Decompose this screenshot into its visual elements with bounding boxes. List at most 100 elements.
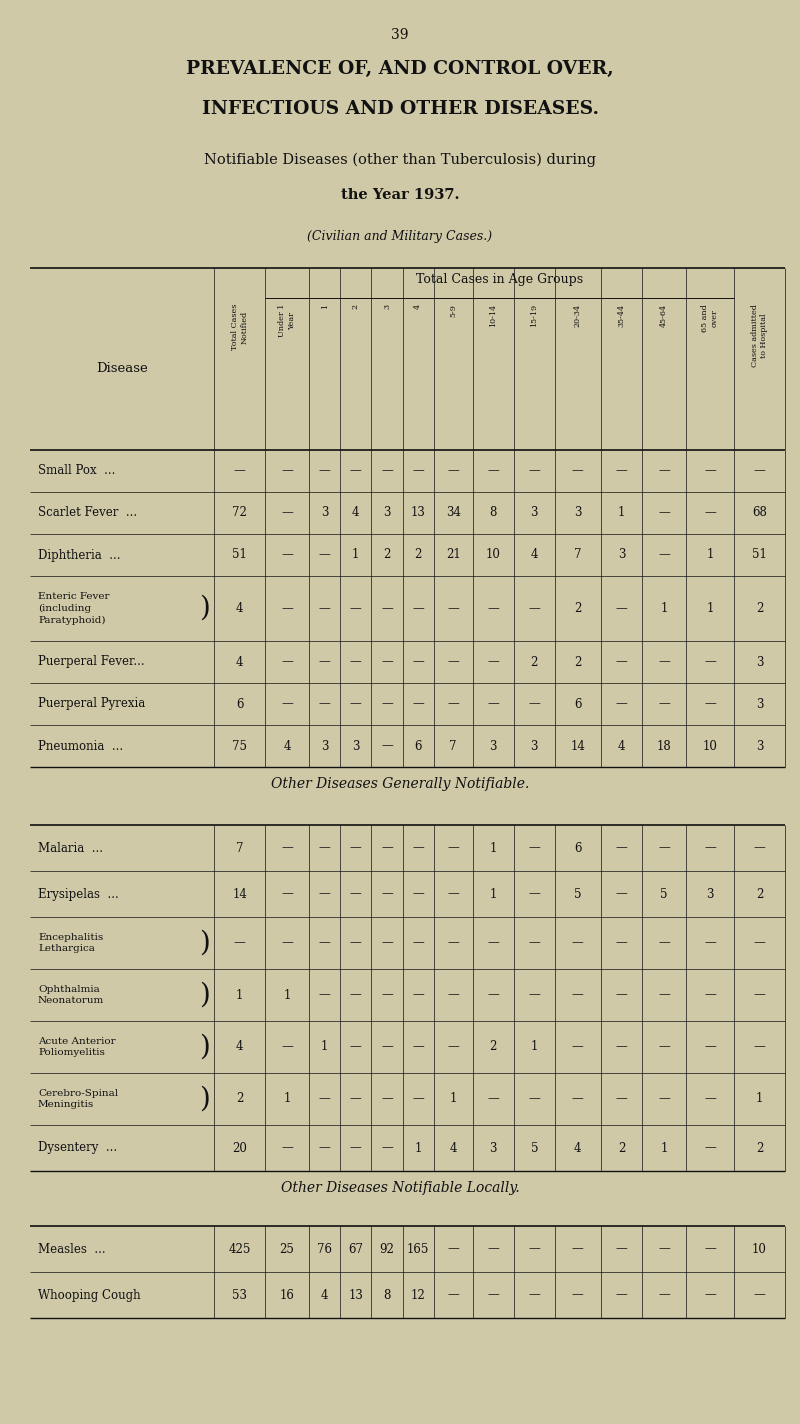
Text: 2: 2	[756, 887, 763, 900]
Text: 1: 1	[490, 842, 497, 854]
Text: —: —	[572, 464, 584, 477]
Text: 1: 1	[660, 1142, 667, 1155]
Text: —: —	[350, 698, 362, 711]
Text: Pneumonia  ...: Pneumonia ...	[38, 739, 123, 752]
Text: —: —	[234, 464, 246, 477]
Text: —: —	[704, 507, 716, 520]
Text: 5-9: 5-9	[449, 303, 457, 318]
Text: —: —	[412, 937, 424, 950]
Text: 12: 12	[410, 1289, 426, 1302]
Text: —: —	[318, 655, 330, 668]
Text: —: —	[350, 1041, 362, 1054]
Text: —: —	[381, 1041, 393, 1054]
Text: —: —	[704, 698, 716, 711]
Text: 165: 165	[407, 1243, 430, 1256]
Text: —: —	[658, 464, 670, 477]
Text: 3: 3	[321, 507, 328, 520]
Text: ): )	[199, 1085, 210, 1112]
Text: 2: 2	[414, 548, 422, 561]
Text: —: —	[447, 887, 459, 900]
Text: 6: 6	[574, 842, 582, 854]
Text: —: —	[572, 988, 584, 1001]
Text: 21: 21	[446, 548, 461, 561]
Text: —: —	[572, 1243, 584, 1256]
Text: 4: 4	[450, 1142, 457, 1155]
Text: —: —	[381, 1092, 393, 1105]
Text: 3: 3	[383, 303, 391, 309]
Text: Total Cases
Notified: Total Cases Notified	[231, 303, 248, 350]
Text: 1: 1	[618, 507, 625, 520]
Text: —: —	[318, 1092, 330, 1105]
Text: —: —	[487, 602, 499, 615]
Text: 2: 2	[574, 602, 582, 615]
Text: —: —	[487, 698, 499, 711]
Text: 4: 4	[352, 507, 359, 520]
Text: —: —	[282, 507, 293, 520]
Text: —: —	[318, 988, 330, 1001]
Text: —: —	[447, 842, 459, 854]
Text: Cases admitted
to Hospital: Cases admitted to Hospital	[751, 303, 768, 367]
Text: —: —	[282, 548, 293, 561]
Text: 45-64: 45-64	[660, 303, 668, 328]
Text: Dysentery  ...: Dysentery ...	[38, 1142, 117, 1155]
Text: —: —	[412, 655, 424, 668]
Text: —: —	[447, 602, 459, 615]
Text: 75: 75	[232, 739, 247, 752]
Text: —: —	[754, 464, 766, 477]
Text: 20: 20	[232, 1142, 247, 1155]
Text: —: —	[487, 1289, 499, 1302]
Text: 2: 2	[574, 655, 582, 668]
Text: —: —	[412, 842, 424, 854]
Text: —: —	[704, 1041, 716, 1054]
Text: 68: 68	[752, 507, 767, 520]
Text: 3: 3	[383, 507, 390, 520]
Text: 1: 1	[283, 1092, 290, 1105]
Text: 10-14: 10-14	[489, 303, 497, 328]
Text: —: —	[704, 655, 716, 668]
Text: —: —	[412, 1092, 424, 1105]
Text: 10: 10	[486, 548, 501, 561]
Text: Enteric Fever
(including
Paratyphoid): Enteric Fever (including Paratyphoid)	[38, 592, 110, 625]
Text: —: —	[572, 1041, 584, 1054]
Text: —: —	[704, 937, 716, 950]
Text: 3: 3	[490, 1142, 497, 1155]
Text: 2: 2	[530, 655, 538, 668]
Text: 3: 3	[756, 739, 763, 752]
Text: —: —	[487, 655, 499, 668]
Text: —: —	[754, 1041, 766, 1054]
Text: —: —	[447, 1243, 459, 1256]
Text: —: —	[615, 464, 627, 477]
Text: 1: 1	[236, 988, 243, 1001]
Text: Puerperal Fever...: Puerperal Fever...	[38, 655, 145, 668]
Text: 3: 3	[574, 507, 582, 520]
Text: 1: 1	[450, 1092, 457, 1105]
Text: —: —	[658, 1243, 670, 1256]
Text: 4: 4	[236, 602, 243, 615]
Text: —: —	[350, 464, 362, 477]
Text: Puerperal Pyrexia: Puerperal Pyrexia	[38, 698, 146, 711]
Text: —: —	[615, 698, 627, 711]
Text: 2: 2	[756, 1142, 763, 1155]
Text: —: —	[487, 464, 499, 477]
Text: PREVALENCE OF, AND CONTROL OVER,: PREVALENCE OF, AND CONTROL OVER,	[186, 60, 614, 78]
Text: 3: 3	[756, 698, 763, 711]
Text: —: —	[615, 988, 627, 1001]
Text: —: —	[615, 602, 627, 615]
Text: —: —	[318, 842, 330, 854]
Text: —: —	[754, 988, 766, 1001]
Text: —: —	[704, 464, 716, 477]
Text: 65 and
over: 65 and over	[702, 303, 718, 332]
Text: ): )	[199, 930, 210, 957]
Text: 72: 72	[232, 507, 247, 520]
Text: 6: 6	[236, 698, 243, 711]
Text: —: —	[282, 602, 293, 615]
Text: 1: 1	[283, 988, 290, 1001]
Text: —: —	[350, 937, 362, 950]
Text: 4: 4	[283, 739, 291, 752]
Text: 5: 5	[574, 887, 582, 900]
Text: —: —	[658, 548, 670, 561]
Text: —: —	[529, 464, 540, 477]
Text: 34: 34	[446, 507, 461, 520]
Text: —: —	[658, 507, 670, 520]
Text: 4: 4	[414, 303, 422, 309]
